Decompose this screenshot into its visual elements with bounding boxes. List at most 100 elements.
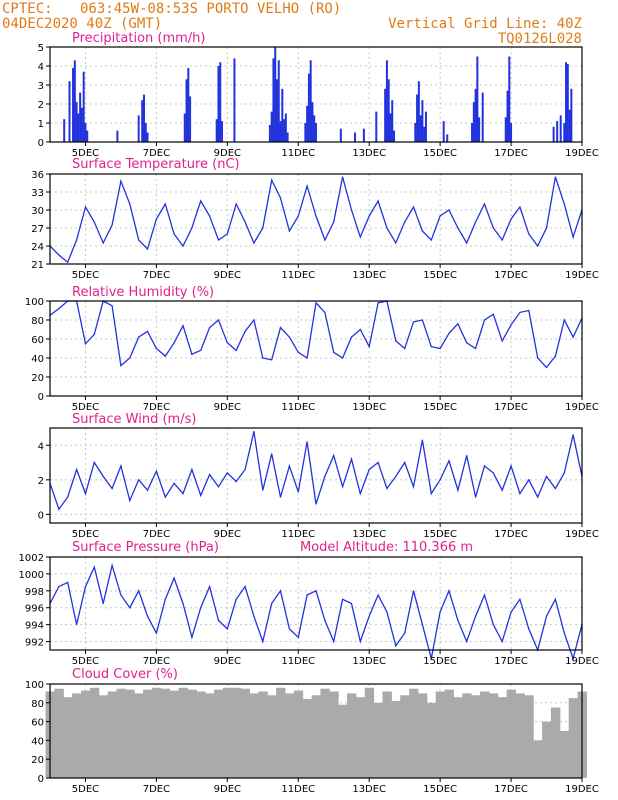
pressure-point: [439, 611, 441, 613]
cloud-bar: [409, 688, 419, 778]
precip-bar: [63, 119, 66, 142]
wind-xtick-label: 13DEC: [352, 529, 386, 540]
precip-bar: [385, 60, 388, 142]
humidity-point: [209, 327, 211, 329]
precip-bar: [144, 123, 147, 142]
humidity-point: [146, 330, 149, 332]
temperature-xtick-label: 7DEC: [143, 270, 170, 281]
humidity-xtick-label: 19DEC: [565, 402, 599, 413]
temperature-point: [350, 209, 353, 211]
precip-bar: [421, 100, 424, 142]
wind-point: [421, 439, 423, 441]
temperature-point: [93, 221, 95, 223]
precip-bar: [306, 105, 309, 142]
precip-bar: [506, 90, 509, 142]
precip-xtick-label: 19DEC: [565, 148, 599, 159]
temperature-point: [563, 203, 565, 205]
cloud-bar: [302, 699, 313, 778]
pressure-xtick-label: 13DEC: [352, 656, 386, 667]
temperature-ytick-label: 24: [31, 242, 44, 253]
precip-bar: [424, 111, 427, 142]
precip-bar: [284, 113, 287, 142]
humidity-point: [226, 342, 228, 344]
pressure-point: [350, 602, 353, 605]
wind-point: [297, 491, 299, 493]
precip-bar: [510, 123, 513, 142]
pressure-point: [377, 594, 379, 596]
wind-point: [439, 479, 441, 481]
temperature-point: [501, 239, 503, 241]
wind-point: [315, 503, 317, 505]
pressure-xtick-label: 15DEC: [423, 656, 457, 667]
wind-point: [404, 461, 406, 464]
precip-panel: Precipitation (mm/h) 0 1 2 3 4 5 5DEC 7DEC 9DEC 11…: [38, 31, 599, 159]
precip-bar: [277, 60, 280, 142]
pressure-point: [342, 598, 344, 600]
temperature-point: [439, 215, 441, 217]
precip-xtick-label: 7DEC: [143, 148, 170, 159]
humidity-point: [306, 357, 308, 359]
precip-bar: [77, 113, 80, 142]
precip-bar: [187, 67, 190, 142]
precip-frame: [49, 46, 583, 143]
temperature-point: [545, 227, 548, 229]
precip-bar: [417, 81, 420, 142]
precip-bar: [563, 123, 566, 142]
temperature-ytick-label: 36: [31, 170, 44, 181]
pressure-xtick-label: 19DEC: [565, 656, 599, 667]
humidity-point: [200, 349, 202, 351]
temperature-ytick-label: 21: [31, 260, 44, 271]
wind-series-line: [49, 431, 583, 511]
temperature-ytick-label: 33: [31, 188, 44, 199]
temperature-point: [76, 239, 78, 241]
temperature-point: [404, 221, 406, 223]
pressure-point: [200, 607, 202, 609]
precip-bar: [476, 56, 479, 142]
cloud-bar: [488, 693, 499, 778]
header-model-code: TQ0126L028: [498, 31, 582, 47]
wind-point: [58, 508, 60, 510]
wind-xtick-label: 15DEC: [423, 529, 457, 540]
precip-bar: [416, 94, 419, 142]
temperature-point: [271, 179, 273, 181]
wind-point: [146, 489, 149, 491]
wind-point: [235, 480, 237, 483]
wind-point: [226, 472, 228, 474]
temperature-point: [324, 239, 326, 241]
pressure-point: [545, 615, 548, 617]
precip-bar: [565, 62, 568, 143]
pressure-point: [306, 594, 308, 596]
cloud-bar: [311, 695, 321, 778]
precip-bar: [84, 123, 87, 142]
wind-point: [563, 472, 565, 474]
precip-bar: [570, 88, 573, 142]
precip-bar: [116, 130, 119, 142]
humidity-point: [412, 321, 415, 323]
cloud-bar: [400, 695, 410, 778]
humidity-point: [350, 336, 353, 338]
cloud-bar: [497, 697, 508, 778]
pressure-point: [191, 636, 193, 638]
precip-bar: [272, 58, 275, 142]
temperature-point: [466, 242, 468, 244]
humidity-point: [324, 311, 326, 313]
temperature-ytick-label: 30: [31, 206, 44, 217]
temperature-point: [519, 206, 521, 208]
precip-bar: [304, 123, 307, 142]
cloud-bar: [143, 689, 153, 778]
cloud-bar: [462, 693, 472, 778]
header-location: 063:45W-08:53S PORTO VELHO (RO): [80, 1, 341, 17]
humidity-point: [164, 355, 166, 357]
precip-bar: [185, 79, 188, 142]
cloud-bar: [98, 695, 109, 778]
precip-bar: [75, 102, 78, 142]
cloud-xtick-label: 13DEC: [352, 784, 386, 795]
cloud-bar: [89, 687, 100, 778]
cloud-bar: [240, 688, 250, 778]
humidity-point: [501, 340, 503, 342]
temperature-ytick-label: 27: [31, 224, 44, 235]
cloud-bar: [320, 688, 330, 778]
temperature-point: [111, 224, 113, 226]
wind-point: [306, 441, 308, 443]
wind-point: [537, 496, 539, 498]
